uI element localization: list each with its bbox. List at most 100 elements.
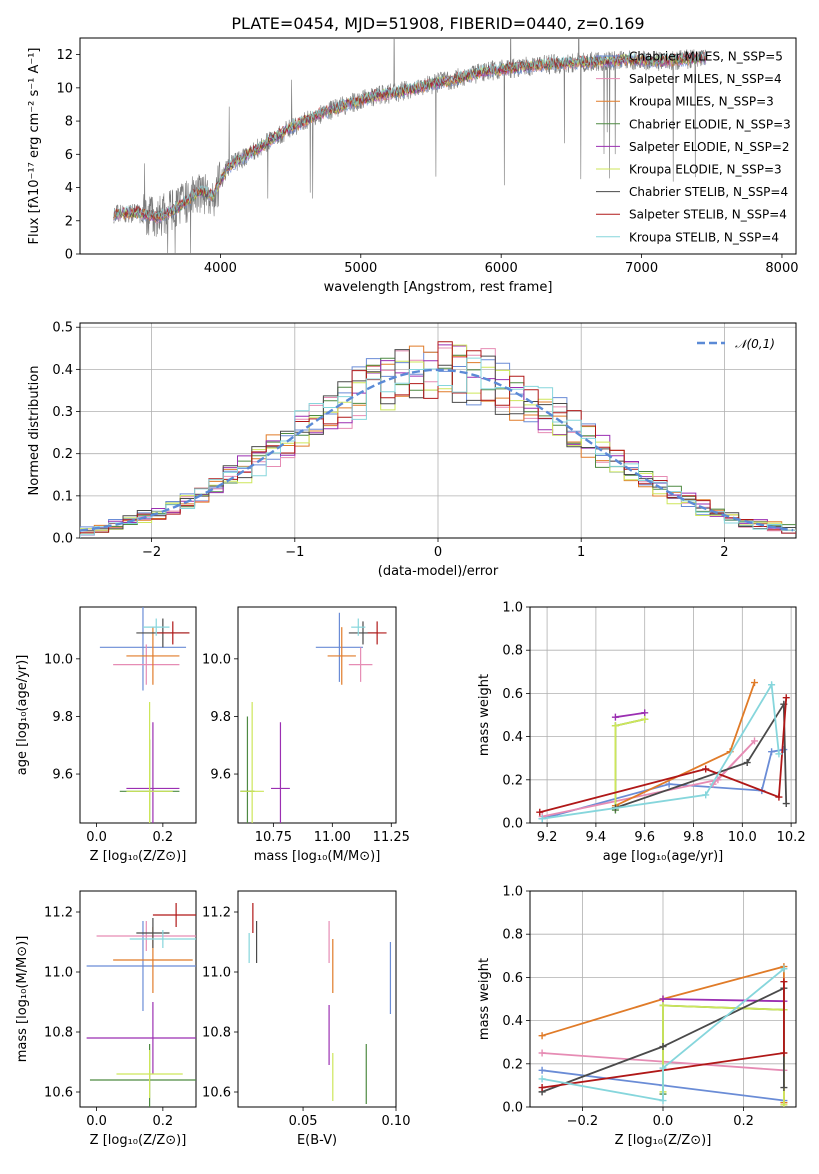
x-tick-label: 9.8 [683, 830, 704, 845]
x-axis-label: E(B-V) [297, 1133, 337, 1148]
mass_vs_ebv-plot [248, 903, 392, 1104]
y-tick-label: 0.3 [52, 405, 73, 420]
x-tick-label: 4000 [204, 261, 237, 276]
mass_vs_ebv-axes: 0.05 0.10 10.6 10.8 11.0 11.2 E(B-V) [202, 890, 411, 1148]
y-tick-label: 0.0 [502, 1101, 523, 1116]
y-axis-label: mass weight [477, 958, 492, 1040]
x-tick-label: 10.75 [255, 830, 292, 845]
legend-entry: 𝒩(0,1) [735, 337, 775, 351]
x-axis-label: age [log₁₀(age/yr)] [603, 849, 724, 864]
x-tick-label: 9.2 [537, 830, 558, 845]
y-tick-label: 8 [65, 115, 73, 130]
x-tick-label: 11.25 [373, 830, 410, 845]
weight-marker-salpeter_stelib [775, 793, 783, 801]
y-tick-label: 10.6 [44, 1086, 73, 1101]
x-axis-label: Z [log₁₀(Z/Z⊙)] [615, 1133, 712, 1148]
weight-marker-salpeter_stelib [536, 808, 544, 816]
y-tick-label: 10.8 [44, 1026, 73, 1041]
figure-title: PLATE=0454, MJD=51908, FIBERID=0440, z=0… [231, 14, 644, 33]
y-tick-label: 9.6 [210, 768, 231, 783]
x-axis-label: mass [log₁₀(M/M⊙)] [254, 849, 381, 864]
y-tick-label: 11.2 [202, 906, 231, 921]
weight-marker-kroupa_stelib [775, 750, 783, 758]
y-tick-label: 0.8 [502, 644, 523, 659]
x-tick-label: 2 [720, 545, 728, 560]
spectrum-plot [113, 38, 707, 254]
y-axis-label: age [log₁₀(age/yr)] [15, 655, 30, 776]
y-tick-label: 1.0 [502, 885, 523, 900]
y-tick-label: 0.1 [52, 489, 73, 504]
legend-entry: Salpeter MILES, N_SSP=4 [629, 72, 782, 86]
weight-marker-salpeter_stelib [702, 765, 710, 773]
weight-marker-kroupa_stelib [780, 965, 788, 973]
model-spectrum-chabrier_elodie [113, 54, 707, 221]
x-axis-label: Z [log₁₀(Z/Z⊙)] [90, 1133, 187, 1148]
y-tick-label: 6 [65, 148, 73, 163]
model-spectrum-salpeter_stelib [113, 51, 706, 220]
legend-entry: Kroupa ELODIE, N_SSP=3 [629, 163, 782, 177]
weight-marker-chabrier_miles [780, 746, 788, 754]
weight-marker-chabrier_stelib [782, 800, 790, 808]
y-tick-label: 10.6 [202, 1086, 231, 1101]
weight-marker-kroupa_elodie [611, 722, 619, 730]
weight-line-chabrier_stelib [615, 701, 788, 809]
residuals-plot [80, 341, 796, 538]
weight-marker-kroupa_stelib [768, 681, 776, 689]
x-tick-label: −2 [142, 545, 161, 560]
y-tick-label: 0.2 [502, 1057, 523, 1072]
residuals-legend: 𝒩(0,1) [697, 337, 775, 351]
residuals-axes: −2 −1 0 1 2 0.0 0.1 0.2 0.3 0.4 0.5 (data-model)/er… [27, 321, 797, 579]
y-axis-label: Flux [fλ10⁻¹⁷ erg cm⁻² s⁻¹ A⁻¹] [27, 48, 42, 245]
x-tick-label: 10.2 [777, 830, 806, 845]
age_vs_mass-axes: 10.75 11.00 11.25 9.6 9.8 10.0 mass [log₁₀(M/M… [202, 606, 410, 864]
legend-entry: Salpeter ELODIE, N_SSP=2 [629, 140, 790, 154]
y-tick-label: 0.4 [52, 363, 73, 378]
x-tick-label: 7000 [625, 261, 658, 276]
y-tick-label: 0.4 [502, 730, 523, 745]
weight-marker-chabrier_stelib [659, 1043, 667, 1051]
y-tick-label: 10.8 [202, 1026, 231, 1041]
weight_vs_age-frame [529, 606, 797, 824]
y-tick-label: 0.6 [502, 971, 523, 986]
legend-entry: Kroupa STELIB, N_SSP=4 [629, 230, 779, 244]
x-tick-label: 0.0 [653, 1114, 674, 1129]
y-tick-label: 0.8 [502, 928, 523, 943]
weight-marker-salpeter_miles [751, 737, 759, 745]
weight-marker-kroupa_stelib [538, 1075, 546, 1083]
x-axis-label: Z [log₁₀(Z/Z⊙)] [90, 849, 187, 864]
legend-entry: Kroupa MILES, N_SSP=3 [629, 95, 774, 109]
y-tick-label: 0.0 [52, 532, 73, 547]
weight-marker-chabrier_stelib [743, 759, 751, 767]
weight-marker-kroupa_stelib [702, 791, 710, 799]
y-tick-label: 0.2 [52, 447, 73, 462]
weight-marker-salpeter_stelib [780, 1049, 788, 1057]
weight-marker-kroupa_stelib [538, 815, 546, 823]
weight-marker-salpeter_stelib [782, 694, 790, 702]
weight-marker-chabrier_miles [538, 1066, 546, 1074]
weight_vs_z-plot [538, 963, 788, 1107]
y-tick-label: 0.2 [502, 773, 523, 788]
x-tick-label: 0.10 [382, 1114, 411, 1129]
model-spectrum-chabrier_stelib [113, 52, 707, 222]
weight-line-salpeter_elodie [615, 711, 645, 719]
y-tick-label: 11.2 [44, 906, 73, 921]
y-tick-label: 0.5 [52, 321, 73, 336]
weight-marker-salpeter_elodie [611, 713, 619, 721]
y-axis-label: mass weight [477, 674, 492, 756]
y-tick-label: 0 [65, 248, 73, 263]
y-tick-label: 0.4 [502, 1014, 523, 1029]
y-tick-label: 0.6 [502, 687, 523, 702]
x-tick-label: 10.0 [728, 830, 757, 845]
weight-marker-kroupa_elodie [641, 715, 649, 723]
weight-marker-kroupa_miles [751, 679, 759, 687]
x-tick-label: 1 [577, 545, 585, 560]
x-tick-label: 8000 [765, 261, 798, 276]
x-tick-label: −1 [285, 545, 304, 560]
weight_vs_z-frame [529, 890, 797, 1108]
weight-marker-kroupa_elodie [780, 1101, 788, 1107]
weight-line-kroupa_stelib [541, 968, 785, 1102]
legend-entry: Chabrier MILES, N_SSP=5 [629, 50, 783, 64]
x-tick-label: 0.05 [289, 1114, 318, 1129]
age_vs_mass-frame [237, 606, 397, 824]
y-tick-label: 9.6 [52, 768, 73, 783]
